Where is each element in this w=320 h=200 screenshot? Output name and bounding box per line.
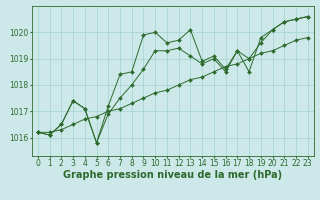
X-axis label: Graphe pression niveau de la mer (hPa): Graphe pression niveau de la mer (hPa) bbox=[63, 170, 282, 180]
